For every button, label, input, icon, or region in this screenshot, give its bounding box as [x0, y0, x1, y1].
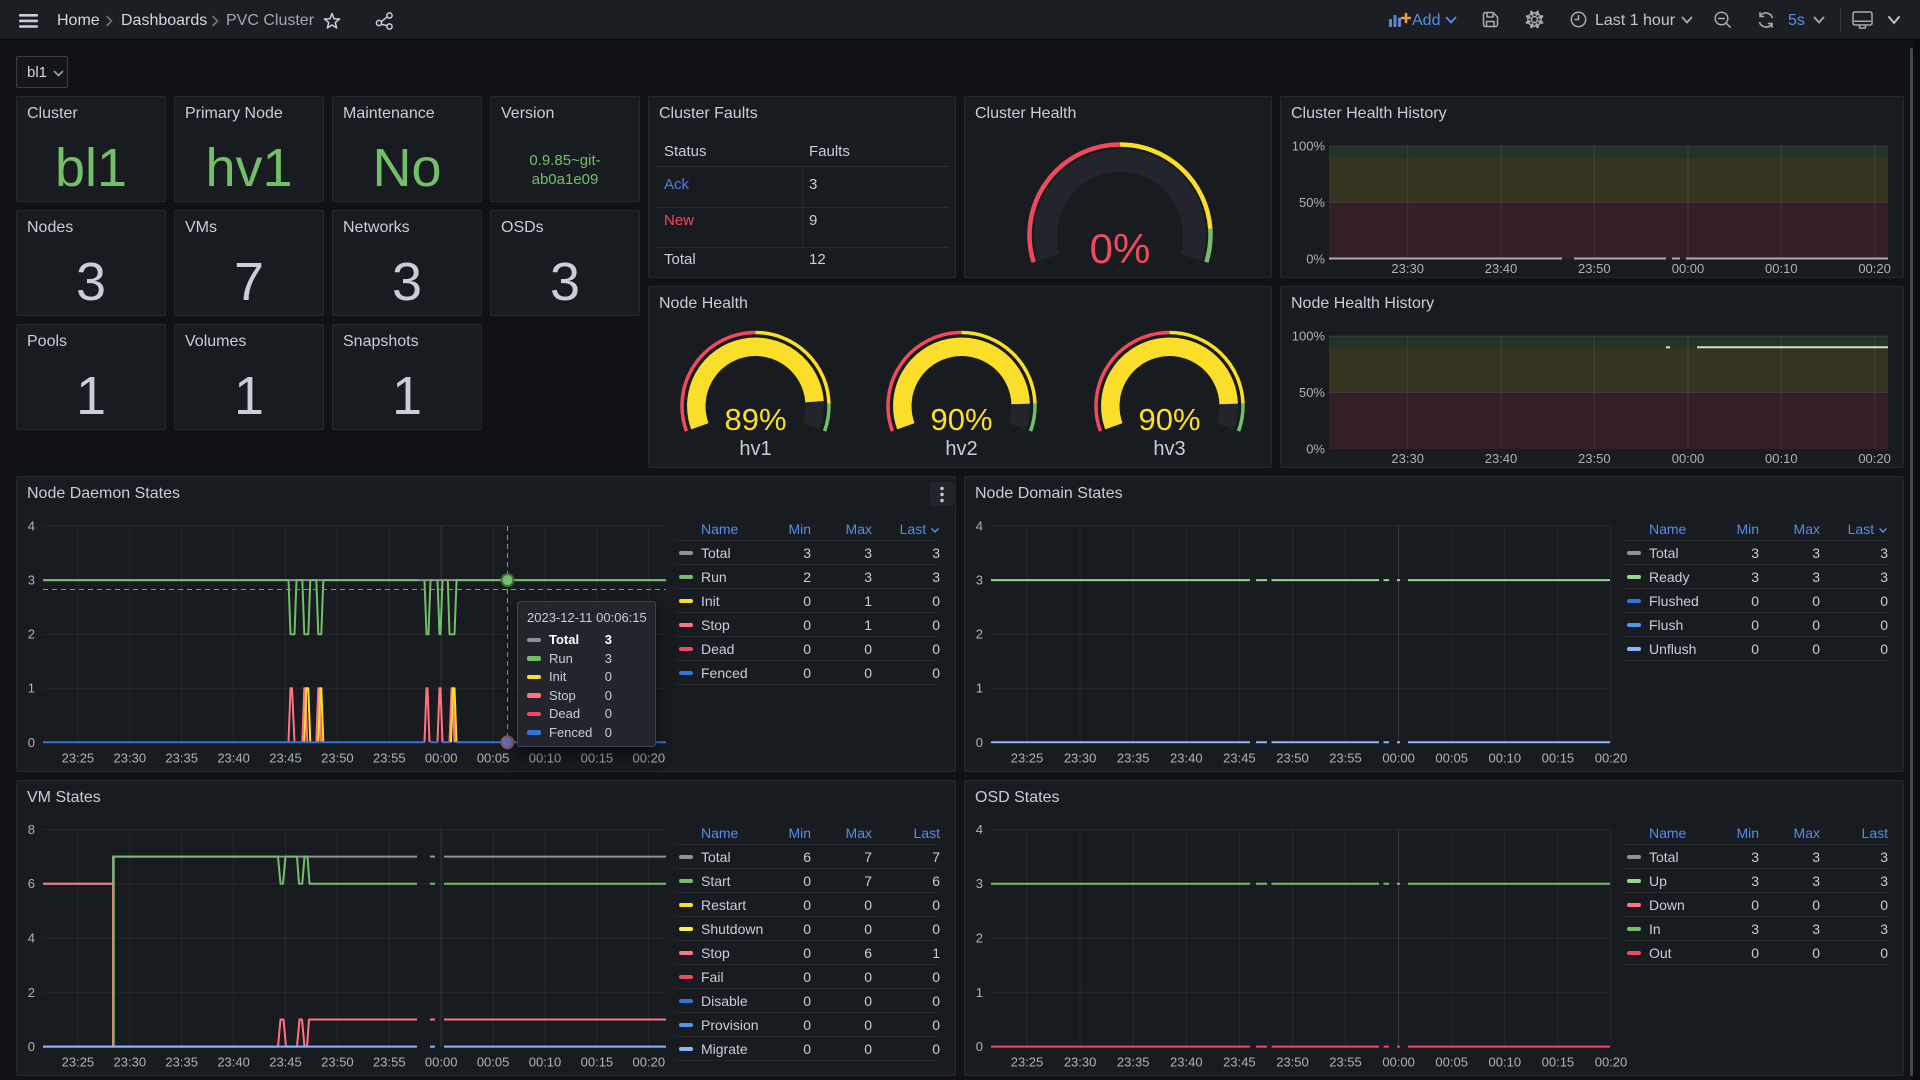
svg-text:4: 4	[976, 822, 983, 837]
svg-text:00:00: 00:00	[425, 1055, 458, 1070]
svg-text:90%: 90%	[1138, 402, 1200, 437]
svg-text:hv1: hv1	[739, 438, 771, 460]
svg-text:23:35: 23:35	[1117, 750, 1150, 765]
svg-text:23:25: 23:25	[62, 750, 95, 765]
svg-text:2: 2	[976, 931, 983, 946]
svg-text:23:45: 23:45	[1223, 1055, 1256, 1070]
svg-text:23:40: 23:40	[1485, 451, 1518, 466]
svg-text:00:10: 00:10	[1765, 451, 1798, 466]
svg-text:23:55: 23:55	[1329, 750, 1362, 765]
svg-text:23:50: 23:50	[321, 750, 354, 765]
svg-text:89%: 89%	[724, 402, 786, 437]
svg-text:00:20: 00:20	[1858, 261, 1891, 276]
svg-text:00:05: 00:05	[477, 750, 510, 765]
svg-text:3: 3	[28, 573, 35, 588]
svg-text:00:10: 00:10	[1489, 1055, 1522, 1070]
svg-text:23:50: 23:50	[1276, 1055, 1309, 1070]
svg-text:hv3: hv3	[1153, 438, 1185, 460]
svg-text:0%: 0%	[1090, 225, 1151, 272]
svg-text:23:40: 23:40	[217, 750, 250, 765]
svg-text:50%: 50%	[1299, 385, 1325, 400]
svg-text:23:35: 23:35	[1117, 1055, 1150, 1070]
svg-text:23:50: 23:50	[1578, 261, 1611, 276]
svg-text:00:10: 00:10	[529, 750, 562, 765]
svg-text:4: 4	[28, 931, 35, 946]
svg-text:00:00: 00:00	[1382, 1055, 1415, 1070]
svg-text:23:40: 23:40	[1485, 261, 1518, 276]
svg-text:00:05: 00:05	[477, 1055, 510, 1070]
svg-text:23:30: 23:30	[1391, 261, 1424, 276]
svg-text:0%: 0%	[1306, 252, 1325, 267]
svg-text:23:45: 23:45	[269, 1055, 302, 1070]
svg-text:00:15: 00:15	[1542, 750, 1575, 765]
svg-text:23:30: 23:30	[1064, 750, 1097, 765]
svg-text:0: 0	[28, 735, 35, 750]
svg-text:23:30: 23:30	[1391, 451, 1424, 466]
svg-text:00:00: 00:00	[1672, 261, 1705, 276]
svg-text:2: 2	[28, 985, 35, 1000]
svg-text:00:15: 00:15	[581, 1055, 614, 1070]
svg-text:23:55: 23:55	[373, 1055, 406, 1070]
svg-text:00:05: 00:05	[1435, 750, 1468, 765]
svg-text:0: 0	[976, 1039, 983, 1054]
svg-text:3: 3	[976, 876, 983, 891]
svg-text:23:45: 23:45	[1223, 750, 1256, 765]
svg-text:100%: 100%	[1292, 329, 1326, 344]
svg-text:4: 4	[976, 519, 983, 534]
svg-text:23:50: 23:50	[321, 1055, 354, 1070]
svg-text:00:05: 00:05	[1435, 1055, 1468, 1070]
svg-text:00:20: 00:20	[633, 1055, 666, 1070]
svg-text:00:10: 00:10	[1489, 750, 1522, 765]
svg-text:0: 0	[28, 1039, 35, 1054]
svg-text:23:50: 23:50	[1276, 750, 1309, 765]
svg-text:00:20: 00:20	[1595, 1055, 1628, 1070]
svg-text:8: 8	[28, 822, 35, 837]
svg-text:23:35: 23:35	[165, 750, 198, 765]
svg-text:23:50: 23:50	[1578, 451, 1611, 466]
svg-text:hv2: hv2	[945, 438, 977, 460]
svg-text:90%: 90%	[930, 402, 992, 437]
svg-text:23:30: 23:30	[114, 1055, 147, 1070]
svg-text:1: 1	[976, 985, 983, 1000]
svg-text:1: 1	[976, 681, 983, 696]
svg-text:23:25: 23:25	[62, 1055, 95, 1070]
svg-text:00:20: 00:20	[1858, 451, 1891, 466]
svg-text:1: 1	[28, 681, 35, 696]
svg-text:23:40: 23:40	[1170, 750, 1203, 765]
svg-text:00:15: 00:15	[581, 750, 614, 765]
svg-text:100%: 100%	[1292, 139, 1326, 154]
svg-text:4: 4	[28, 519, 35, 534]
svg-text:23:25: 23:25	[1011, 1055, 1044, 1070]
svg-text:00:00: 00:00	[1382, 750, 1415, 765]
svg-text:23:55: 23:55	[1329, 1055, 1362, 1070]
svg-text:23:45: 23:45	[269, 750, 302, 765]
svg-text:00:00: 00:00	[1672, 451, 1705, 466]
svg-text:23:35: 23:35	[165, 1055, 198, 1070]
svg-text:23:55: 23:55	[373, 750, 406, 765]
svg-text:00:20: 00:20	[633, 750, 666, 765]
svg-text:23:40: 23:40	[217, 1055, 250, 1070]
svg-text:00:20: 00:20	[1595, 750, 1628, 765]
svg-text:2: 2	[28, 627, 35, 642]
svg-text:23:30: 23:30	[1064, 1055, 1097, 1070]
svg-text:23:25: 23:25	[1011, 750, 1044, 765]
svg-text:00:00: 00:00	[425, 750, 458, 765]
svg-text:00:15: 00:15	[1542, 1055, 1575, 1070]
svg-text:00:10: 00:10	[1765, 261, 1798, 276]
svg-text:23:30: 23:30	[114, 750, 147, 765]
svg-text:0%: 0%	[1306, 442, 1325, 457]
svg-text:00:10: 00:10	[529, 1055, 562, 1070]
svg-text:50%: 50%	[1299, 195, 1325, 210]
svg-text:23:40: 23:40	[1170, 1055, 1203, 1070]
svg-text:2: 2	[976, 627, 983, 642]
svg-text:3: 3	[976, 573, 983, 588]
svg-text:0: 0	[976, 735, 983, 750]
svg-text:6: 6	[28, 876, 35, 891]
